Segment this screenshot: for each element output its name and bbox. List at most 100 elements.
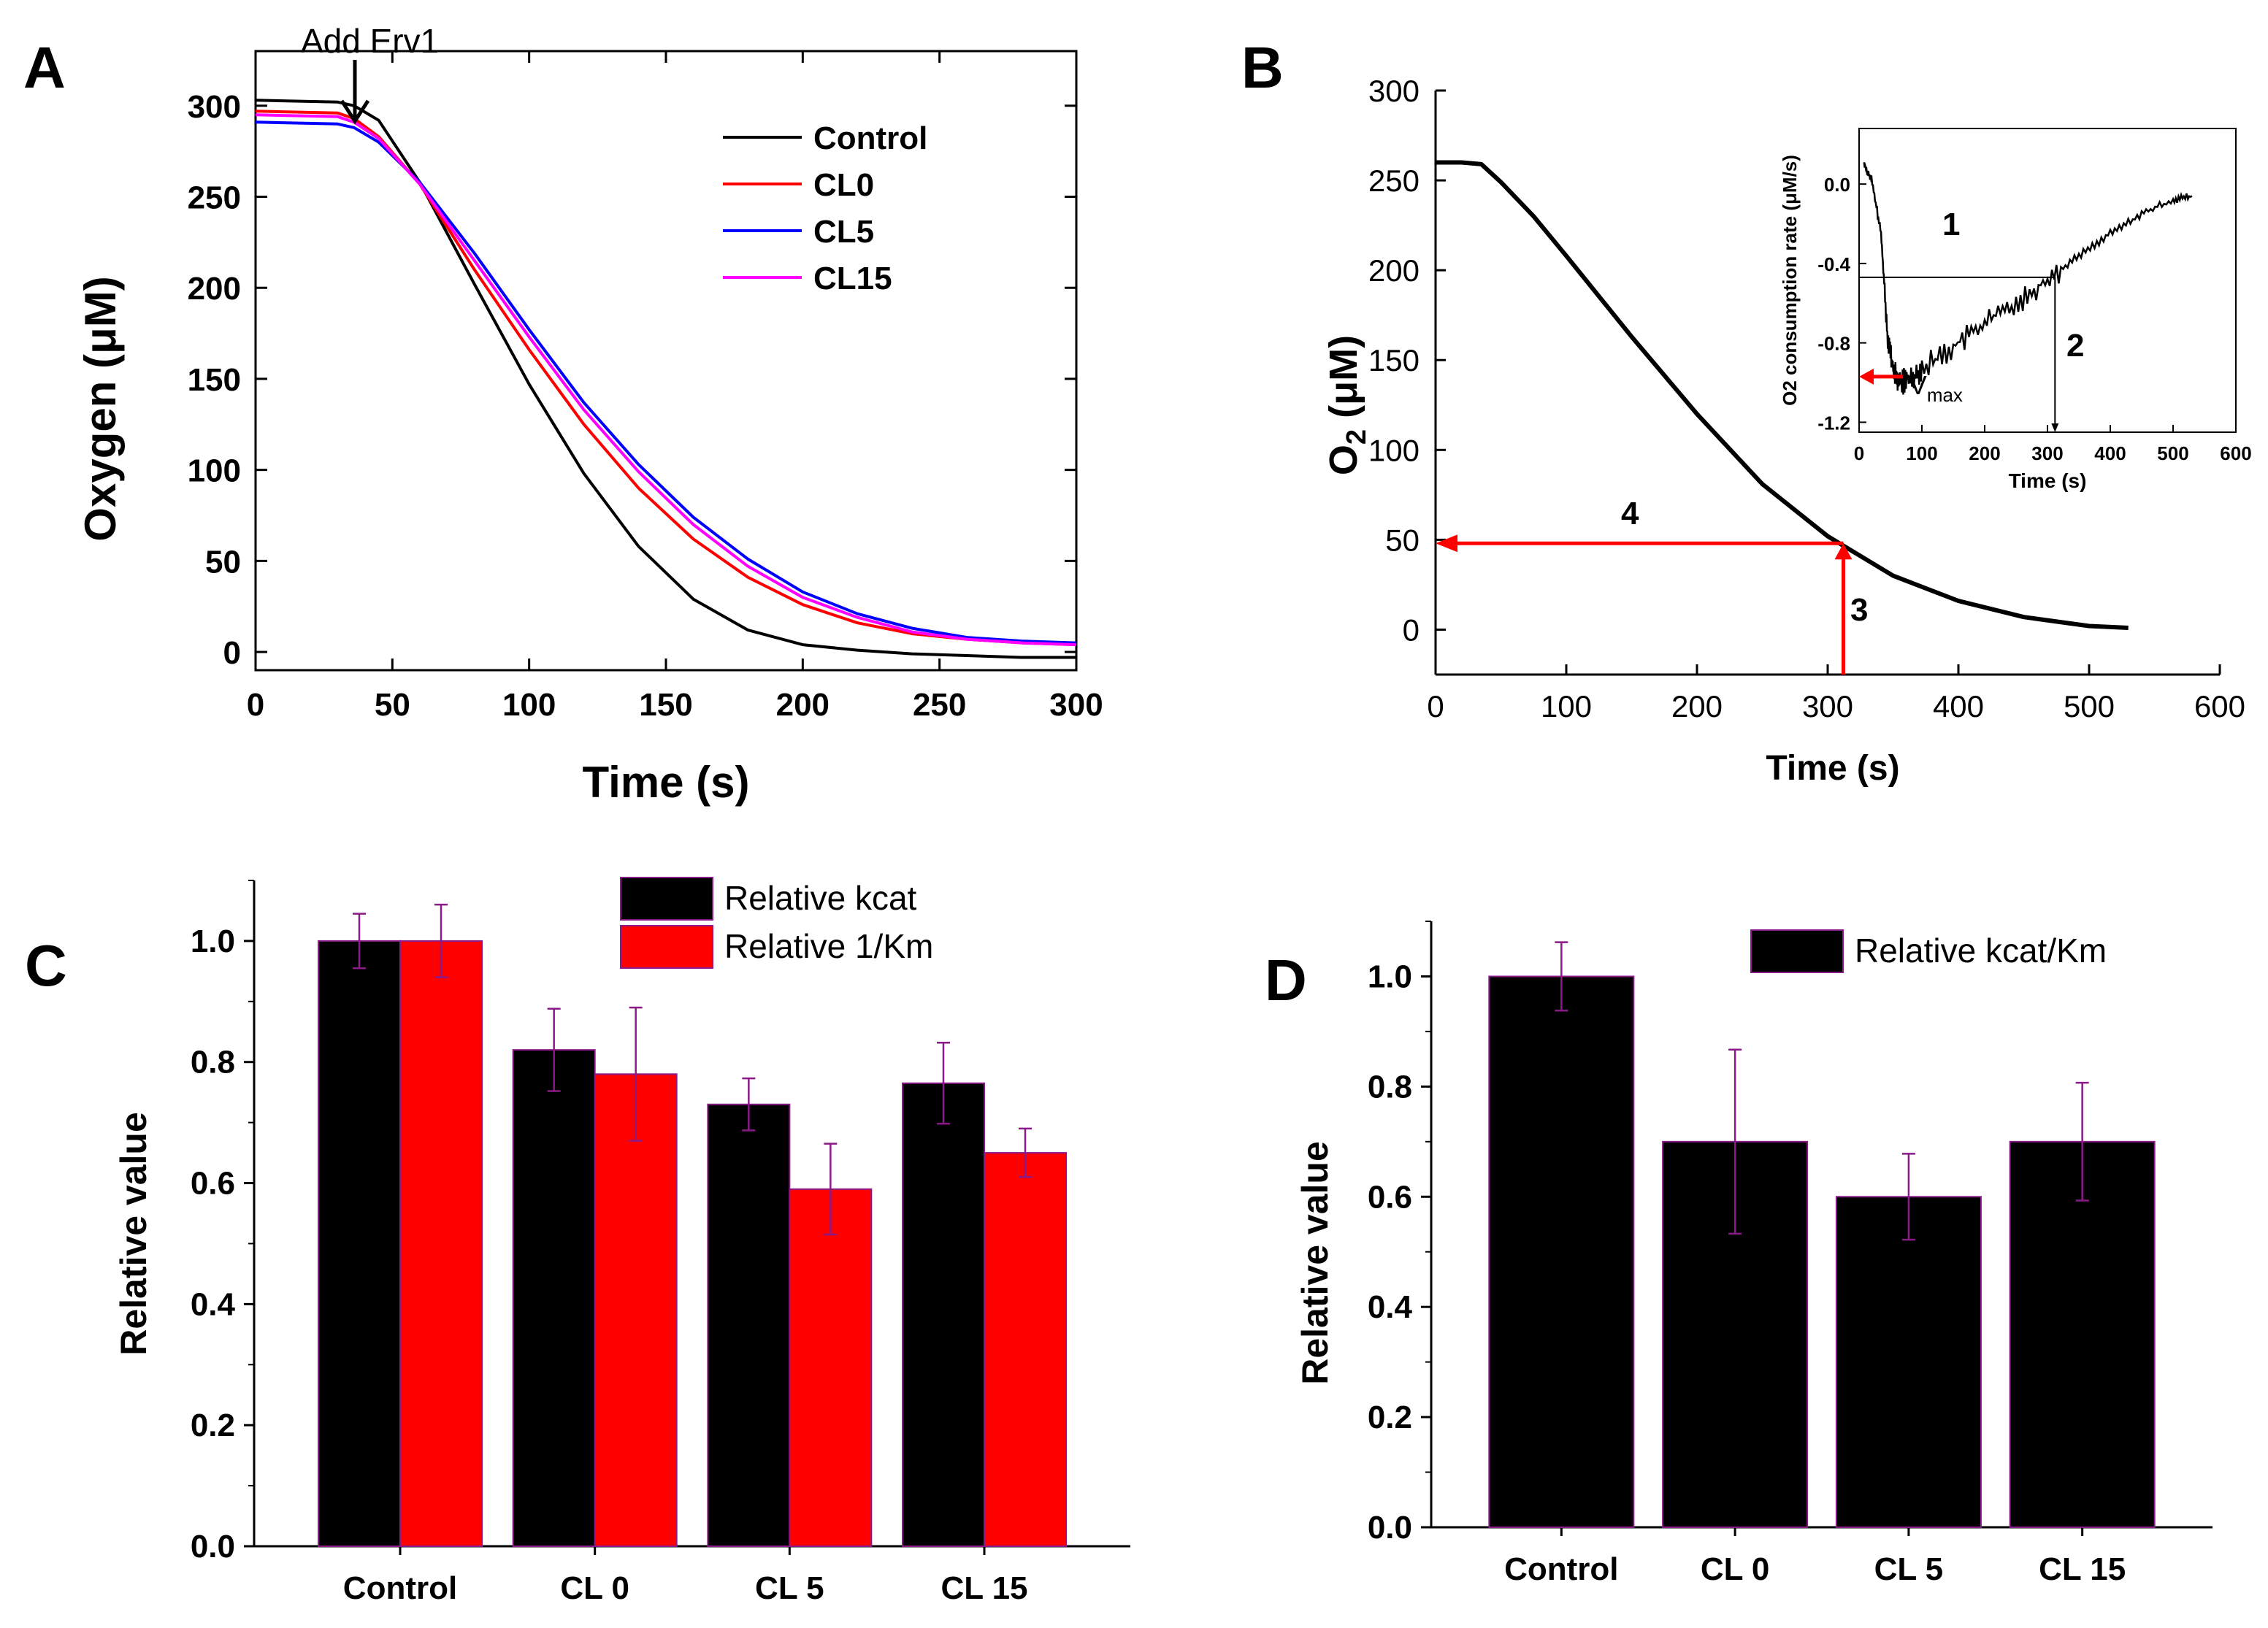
svg-text:O2 (μM): O2 (μM) <box>1322 335 1372 475</box>
series-line-cl15 <box>255 113 1077 647</box>
x-tick-label-a: 0 <box>247 687 264 723</box>
add-erv1-annotation: Add Erv1 <box>301 22 439 60</box>
y-tick-label-a: 0 <box>223 635 241 671</box>
y-tick-label-a: 300 <box>188 89 241 125</box>
label-4: 4 <box>1621 496 1639 531</box>
legend-label-cl5: CL5 <box>813 214 874 250</box>
x-tick-label: CL 5 <box>1874 1551 1944 1587</box>
y-tick-label: 0.0 <box>1368 1510 1412 1546</box>
panel-b-ylabel: O2 (μM) <box>1322 335 1372 475</box>
panel-d: D 0.0 0.2 0.4 0.6 0.8 1.0 Control CL 0 CL 5 CL 15… <box>1265 921 2213 1587</box>
y-tick-label: 0.4 <box>1368 1289 1413 1325</box>
y-tick-label-a: 100 <box>188 453 241 489</box>
y-tick-label: 0.8 <box>191 1045 235 1080</box>
y-tick-label: 1.0 <box>191 924 235 959</box>
panel-d-letter: D <box>1265 948 1307 1013</box>
bar-relative-kcat <box>512 1049 596 1548</box>
y-tick-label-a: 250 <box>188 180 241 216</box>
bar-relative-kcat <box>902 1082 985 1547</box>
x-tick-label-b: 400 <box>1933 689 1984 723</box>
bar-relative-kcat <box>707 1103 791 1548</box>
x-tick-label-b: 100 <box>1541 689 1592 723</box>
legend-a: Control CL0 CL5 CL15 <box>723 120 927 296</box>
x-tick-label: CL 15 <box>940 1570 1027 1606</box>
red-arrowhead-left <box>1436 534 1457 553</box>
legend-label-relative-kcat: Relative kcat <box>724 879 917 917</box>
x-tick-label: Control <box>343 1570 457 1606</box>
bar-relative-kcat-km <box>1488 975 1635 1529</box>
bar-relative-1-km <box>789 1188 873 1547</box>
x-tick-label-a: 200 <box>776 687 830 723</box>
inset-label-1: 1 <box>1942 207 1960 242</box>
panel-c: C 0.0 0.2 0.4 0.6 0.8 1.0 Control CL 0 CL 5 CL 15… <box>25 877 1130 1606</box>
vmax-red-arrowhead <box>1859 368 1874 385</box>
red-arrowhead-up <box>1834 543 1853 560</box>
y-tick-label: 0.2 <box>191 1408 235 1443</box>
legend-label-relative-kcat-km: Relative kcat/Km <box>1855 932 2107 969</box>
series-line-o2 <box>1436 160 2129 630</box>
x-tick-label: CL 0 <box>1701 1551 1770 1587</box>
legend-label-control: Control <box>813 120 927 156</box>
y-tick-label: 0.6 <box>1368 1179 1412 1215</box>
panel-a-letter: A <box>23 35 66 100</box>
y-tick-label-a: 150 <box>188 362 241 398</box>
legend-swatch-relative-1-km <box>620 925 713 969</box>
label-3: 3 <box>1850 592 1868 628</box>
inset-arrowhead-down <box>2051 423 2059 432</box>
inset-xlabel: Time (s) <box>2009 469 2087 492</box>
x-tick-label: CL 15 <box>2039 1551 2126 1587</box>
panel-b-letter: B <box>1241 35 1284 100</box>
legend-swatch-relative-kcat <box>620 877 713 921</box>
panel-a: A 0 50 100 150 200 250 300 0 50 100 150 200 250 300 A… <box>23 22 1103 807</box>
legend-c: Relative kcat Relative 1/Km <box>620 877 933 969</box>
x-tick-label: Control <box>1504 1551 1618 1587</box>
inset-y-tick-label: 0.0 <box>1824 174 1850 196</box>
y-tick-label: 1.0 <box>1368 959 1412 994</box>
y-tick-label: 0.6 <box>191 1166 235 1202</box>
y-tick-label: 0.8 <box>1368 1069 1412 1105</box>
inset-chart: 0 100 200 300 400 500 6000.0-0.4-0.8-1.2VmaxTi… <box>1779 128 2252 492</box>
x-tick-label: CL 5 <box>755 1570 824 1606</box>
inset-x-tick-label: 400 <box>2094 442 2126 464</box>
y-tick-label: 0.0 <box>191 1529 235 1564</box>
x-tick-label-b: 300 <box>1802 689 1853 723</box>
y-tick-label-b: 200 <box>1368 253 1420 288</box>
legend-label-cl15: CL15 <box>813 261 892 296</box>
y-tick-label-b: 100 <box>1368 433 1420 467</box>
inset-rate-line <box>1863 162 2193 395</box>
bar-relative-1-km <box>399 940 483 1547</box>
x-tick-label-b: 500 <box>2064 689 2115 723</box>
y-tick-label: 0.2 <box>1368 1399 1412 1435</box>
x-tick-label: CL 0 <box>560 1570 629 1606</box>
series-line-control <box>255 99 1076 659</box>
y-tick-label-b: 0 <box>1403 613 1420 647</box>
x-tick-label-b: 600 <box>2194 689 2245 723</box>
y-tick-label-a: 50 <box>205 544 241 580</box>
series-line-cl5 <box>255 120 1077 645</box>
bar-relative-kcat-km <box>2009 1140 2156 1529</box>
inset-y-tick-label: -0.4 <box>1817 253 1850 275</box>
inset-x-tick-label: 100 <box>1906 442 1937 464</box>
inset-ylabel: O2 consumption rate (μM/s) <box>1779 155 1801 406</box>
legend-label-relative-1-km: Relative 1/Km <box>724 927 933 965</box>
panel-b-xlabel: Time (s) <box>1766 749 1899 788</box>
inset-x-tick-label: 300 <box>2031 442 2063 464</box>
y-tick-label: 0.4 <box>191 1286 236 1322</box>
panel-a-xlabel: Time (s) <box>583 758 750 807</box>
x-tick-label-b: 0 <box>1427 689 1444 723</box>
legend-d: Relative kcat/Km <box>1750 929 2107 973</box>
x-tick-label-a: 50 <box>375 687 410 723</box>
y-tick-label-b: 50 <box>1385 523 1420 557</box>
panel-d-ylabel: Relative value <box>1295 1141 1336 1385</box>
panel-b: B 0 100 200 300 400 500 600050100150200250300 … <box>1241 35 2252 788</box>
inset-x-tick-label: 200 <box>1969 442 2000 464</box>
inset-x-tick-label: 600 <box>2220 442 2251 464</box>
inset-label-2: 2 <box>2066 328 2084 364</box>
y-tick-label-b: 300 <box>1368 74 1420 108</box>
y-tick-label-b: 150 <box>1368 343 1420 377</box>
inset-x-tick-label: 500 <box>2157 442 2188 464</box>
y-tick-label-b: 250 <box>1368 164 1420 198</box>
inset-y-tick-label: -1.2 <box>1817 412 1850 434</box>
panel-c-letter: C <box>25 933 67 998</box>
